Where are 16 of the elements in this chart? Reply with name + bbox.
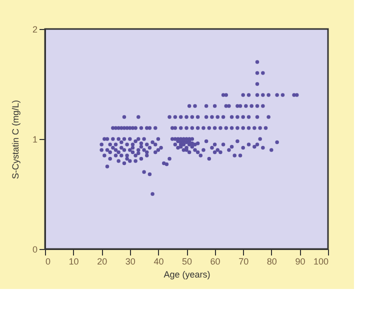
x-tick-label: 40	[154, 256, 164, 266]
x-tick-label: 80	[266, 256, 277, 266]
x-tick-label: 70	[238, 256, 249, 266]
x-tick-label: 50	[182, 256, 192, 266]
x-tick-label: 100	[313, 256, 328, 266]
x-tick-label: 90	[295, 256, 306, 266]
y-tick-label: 2	[32, 24, 38, 34]
x-tick-label: 30	[125, 256, 136, 266]
y-axis-title: S-Cystatin C (mg/L)	[10, 100, 20, 180]
x-tick-label: 10	[68, 256, 79, 266]
x-tick-label: 60	[210, 256, 220, 266]
y-tick-label: 1	[32, 134, 38, 144]
x-axis-title: Age (years)	[164, 270, 210, 280]
x-tick-label: 0	[46, 256, 51, 266]
x-tick-label: 20	[97, 256, 108, 266]
y-tick-label: 0	[32, 244, 38, 254]
